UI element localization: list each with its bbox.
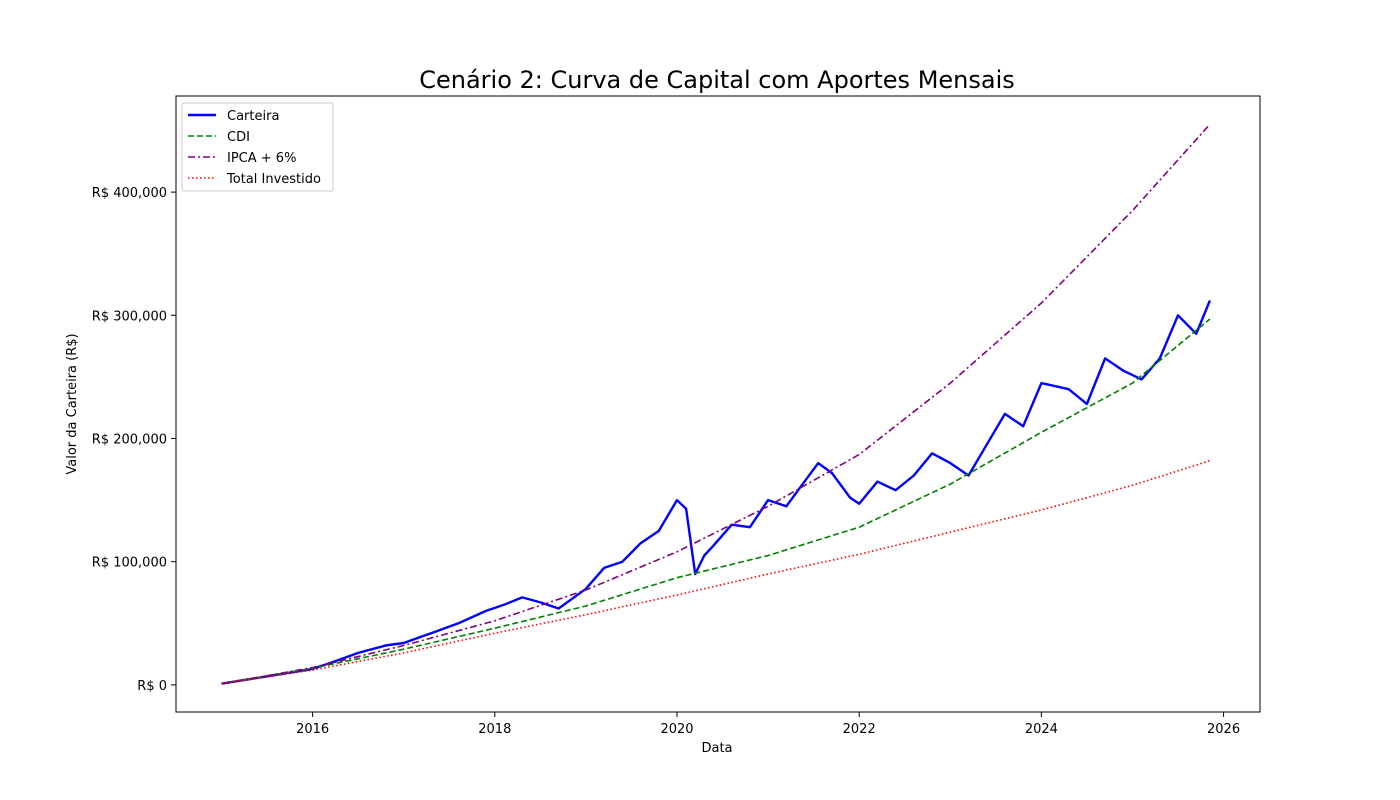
x-tick-label: 2024 — [1025, 722, 1058, 737]
legend: Carteira CDI IPCA + 6% Total Investido — [181, 102, 334, 192]
x-tick-label: 2026 — [1207, 722, 1240, 737]
series-line-carteira — [221, 300, 1212, 685]
legend-label: Total Investido — [226, 172, 321, 187]
plot-area-frame — [175, 95, 1261, 713]
y-tick-label: R$ 200,000 — [92, 432, 167, 447]
y-axis: R$ 0 R$ 100,000 R$ 200,000 R$ 300,000 R$ 400… — [92, 186, 176, 694]
series-line-ipca-6 — [221, 123, 1211, 685]
y-tick-label: R$ 400,000 — [92, 186, 167, 201]
y-axis-label: Valor da Carteira (R$) — [65, 333, 80, 474]
x-tick-label: 2018 — [478, 722, 511, 737]
x-axis: 2016 2018 2020 2022 2024 2026 — [296, 712, 1240, 737]
legend-label: Carteira — [227, 109, 279, 124]
x-axis-label: Data — [701, 741, 732, 756]
series-lines — [221, 123, 1212, 685]
legend-box — [181, 102, 334, 192]
x-tick-label: 2020 — [660, 722, 693, 737]
legend-label: CDI — [227, 130, 250, 145]
x-tick-label: 2022 — [843, 722, 876, 737]
legend-label: IPCA + 6% — [227, 151, 296, 166]
y-tick-label: R$ 300,000 — [92, 309, 167, 324]
series-line-cdi — [221, 318, 1211, 685]
chart-title: Cenário 2: Curva de Capital com Aportes … — [419, 66, 1015, 94]
y-tick-label: R$ 100,000 — [92, 556, 167, 571]
series-line-total-investido — [221, 459, 1211, 685]
x-tick-label: 2016 — [296, 722, 329, 737]
y-tick-label: R$ 0 — [137, 679, 167, 694]
